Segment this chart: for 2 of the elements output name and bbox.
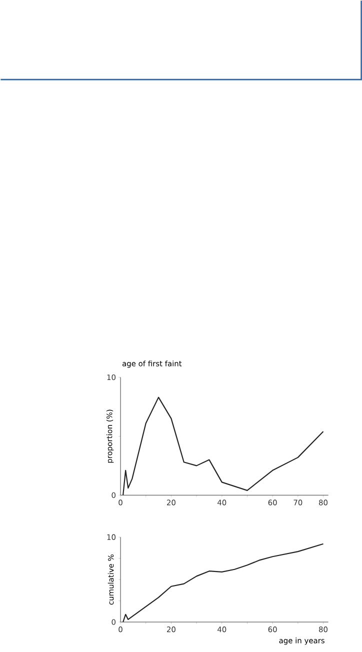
line-series <box>122 396 324 496</box>
line-series <box>122 543 324 622</box>
